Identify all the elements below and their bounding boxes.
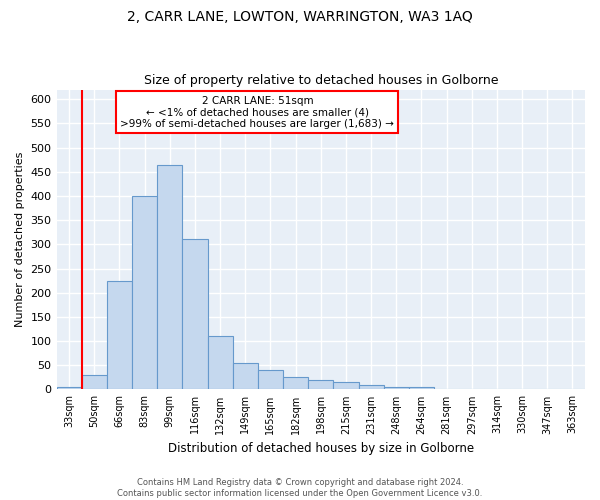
Bar xyxy=(233,363,258,390)
Bar xyxy=(182,240,208,390)
Bar xyxy=(82,375,107,390)
Bar xyxy=(409,387,434,390)
Bar xyxy=(359,384,383,390)
Text: Contains HM Land Registry data © Crown copyright and database right 2024.
Contai: Contains HM Land Registry data © Crown c… xyxy=(118,478,482,498)
Bar xyxy=(334,382,359,390)
X-axis label: Distribution of detached houses by size in Golborne: Distribution of detached houses by size … xyxy=(168,442,474,455)
Bar xyxy=(56,387,82,390)
Bar xyxy=(132,196,157,390)
Text: 2, CARR LANE, LOWTON, WARRINGTON, WA3 1AQ: 2, CARR LANE, LOWTON, WARRINGTON, WA3 1A… xyxy=(127,10,473,24)
Bar xyxy=(107,280,132,390)
Bar xyxy=(383,387,409,390)
Bar xyxy=(157,164,182,390)
Bar xyxy=(258,370,283,390)
Bar xyxy=(283,378,308,390)
Text: 2 CARR LANE: 51sqm
← <1% of detached houses are smaller (4)
>99% of semi-detache: 2 CARR LANE: 51sqm ← <1% of detached hou… xyxy=(121,96,394,129)
Bar xyxy=(308,380,334,390)
Title: Size of property relative to detached houses in Golborne: Size of property relative to detached ho… xyxy=(143,74,498,87)
Bar xyxy=(208,336,233,390)
Y-axis label: Number of detached properties: Number of detached properties xyxy=(15,152,25,327)
